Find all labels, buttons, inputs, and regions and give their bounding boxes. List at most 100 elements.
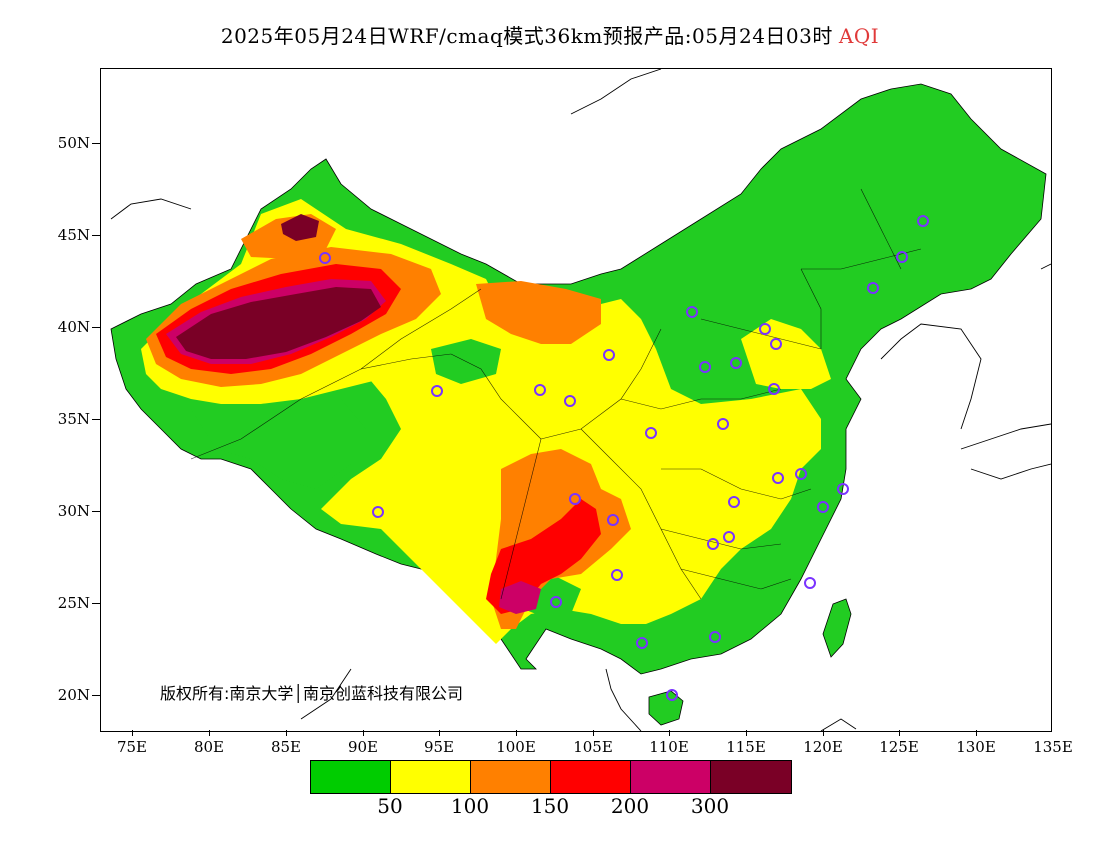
y-tick-label: 40N bbox=[57, 318, 90, 336]
title-text: 2025年05月24日WRF/cmaq模式36km预报产品:05月24日03时 bbox=[220, 24, 833, 48]
x-tick-label: 115E bbox=[726, 738, 766, 756]
x-tick bbox=[593, 730, 594, 736]
station-marker bbox=[759, 323, 771, 335]
x-tick-label: 135E bbox=[1033, 738, 1073, 756]
x-tick-label: 110E bbox=[649, 738, 689, 756]
station-marker bbox=[372, 506, 384, 518]
map-frame bbox=[100, 68, 1052, 732]
station-marker bbox=[896, 251, 908, 263]
station-marker bbox=[804, 577, 816, 589]
legend-label: 200 bbox=[610, 794, 650, 818]
y-tick bbox=[92, 511, 100, 512]
station-marker bbox=[534, 384, 546, 396]
station-marker bbox=[795, 468, 807, 480]
legend-label: 50 bbox=[377, 794, 403, 818]
x-tick bbox=[439, 730, 440, 736]
x-tick bbox=[286, 730, 287, 736]
legend-swatch bbox=[471, 761, 551, 793]
x-tick bbox=[669, 730, 670, 736]
x-tick-label: 90E bbox=[347, 738, 379, 756]
x-tick bbox=[746, 730, 747, 736]
station-marker bbox=[607, 514, 619, 526]
map-canvas bbox=[110, 69, 1051, 731]
x-tick bbox=[976, 730, 977, 736]
x-tick-label: 100E bbox=[496, 738, 536, 756]
legend-label: 100 bbox=[450, 794, 490, 818]
station-marker bbox=[666, 689, 678, 701]
chart-title: 2025年05月24日WRF/cmaq模式36km预报产品:05月24日03时 A… bbox=[0, 20, 1100, 49]
x-tick-label: 125E bbox=[879, 738, 919, 756]
y-tick-label: 30N bbox=[57, 502, 90, 520]
station-marker bbox=[645, 427, 657, 439]
station-marker bbox=[611, 569, 623, 581]
station-marker bbox=[723, 531, 735, 543]
station-marker bbox=[768, 383, 780, 395]
station-marker bbox=[686, 306, 698, 318]
coastlines bbox=[110, 69, 1051, 731]
x-tick bbox=[209, 730, 210, 736]
zone-maroon-north bbox=[281, 214, 319, 241]
x-tick-label: 105E bbox=[573, 738, 613, 756]
x-tick-label: 95E bbox=[423, 738, 455, 756]
legend-swatch bbox=[391, 761, 471, 793]
x-tick-label: 80E bbox=[193, 738, 225, 756]
station-markers bbox=[319, 215, 929, 701]
legend-swatch bbox=[711, 761, 791, 793]
station-marker bbox=[550, 596, 562, 608]
station-marker bbox=[772, 472, 784, 484]
x-tick bbox=[132, 730, 133, 736]
station-marker bbox=[603, 349, 615, 361]
station-marker bbox=[837, 483, 849, 495]
y-tick bbox=[92, 327, 100, 328]
zone-magenta-yunnan bbox=[499, 581, 541, 614]
y-tick bbox=[92, 695, 100, 696]
y-tick bbox=[92, 419, 100, 420]
x-tick-label: 120E bbox=[803, 738, 843, 756]
station-marker bbox=[728, 496, 740, 508]
legend-swatch bbox=[311, 761, 391, 793]
legend-swatch bbox=[551, 761, 631, 793]
y-tick-label: 35N bbox=[57, 410, 90, 428]
land-taiwan bbox=[822, 598, 852, 658]
title-variable: AQI bbox=[838, 24, 880, 48]
province-boundaries bbox=[190, 188, 922, 600]
x-tick-label: 85E bbox=[270, 738, 302, 756]
station-marker bbox=[699, 361, 711, 373]
x-tick bbox=[363, 730, 364, 736]
station-marker bbox=[917, 215, 929, 227]
station-marker bbox=[730, 357, 742, 369]
zone-orange-inner bbox=[476, 281, 601, 344]
zone-yellow-north bbox=[741, 319, 831, 389]
station-marker bbox=[564, 395, 576, 407]
station-marker bbox=[707, 538, 719, 550]
x-tick bbox=[823, 730, 824, 736]
station-marker bbox=[709, 631, 721, 643]
y-tick-label: 50N bbox=[57, 134, 90, 152]
station-marker bbox=[770, 338, 782, 350]
station-marker bbox=[717, 418, 729, 430]
y-tick-label: 20N bbox=[57, 686, 90, 704]
station-marker bbox=[636, 637, 648, 649]
station-marker bbox=[817, 501, 829, 513]
x-tick-label: 75E bbox=[116, 738, 148, 756]
station-marker bbox=[431, 385, 443, 397]
copyright-text: 版权所有:南京大学│南京创蓝科技有限公司 bbox=[160, 684, 464, 703]
y-tick bbox=[92, 603, 100, 604]
station-marker bbox=[569, 493, 581, 505]
legend-colorbar bbox=[310, 760, 792, 794]
y-tick bbox=[92, 235, 100, 236]
x-tick-label: 130E bbox=[956, 738, 996, 756]
y-tick-label: 25N bbox=[57, 594, 90, 612]
legend-label: 300 bbox=[690, 794, 730, 818]
legend-swatch bbox=[631, 761, 711, 793]
station-marker bbox=[867, 282, 879, 294]
zone-green-tibet bbox=[191, 399, 366, 489]
y-tick bbox=[92, 143, 100, 144]
legend-label: 150 bbox=[530, 794, 570, 818]
y-tick-label: 45N bbox=[57, 226, 90, 244]
x-tick bbox=[899, 730, 900, 736]
station-marker bbox=[319, 252, 331, 264]
land-hainan bbox=[648, 690, 684, 726]
x-tick bbox=[516, 730, 517, 736]
zone-maroon-xinjiang bbox=[176, 287, 381, 359]
